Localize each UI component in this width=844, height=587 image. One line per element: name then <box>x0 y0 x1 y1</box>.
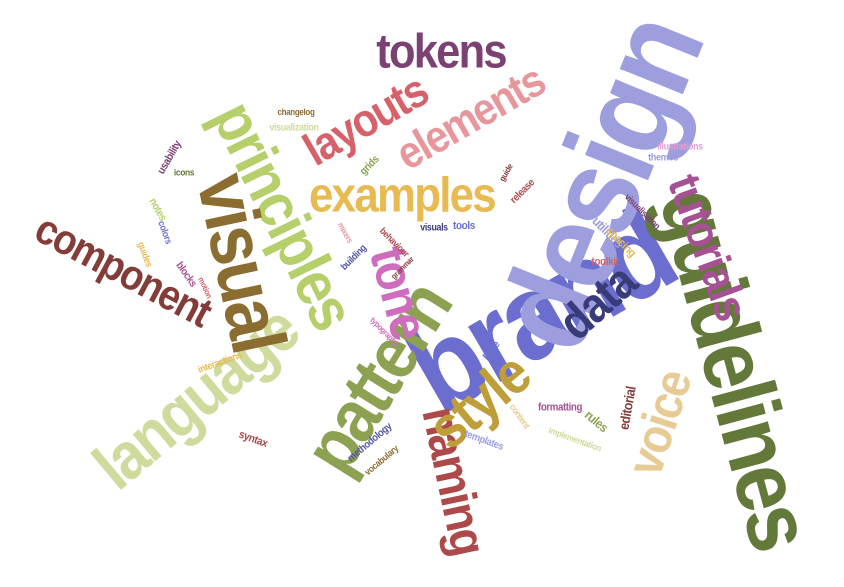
word-syntax: syntax <box>237 428 270 451</box>
word-rules: rules <box>581 407 611 436</box>
word-examples: examples <box>309 168 497 223</box>
word-formatting: formatting <box>537 401 582 414</box>
word-tools: tools <box>453 220 475 233</box>
word-changelog: changelog <box>277 107 315 118</box>
word-toolkit: toolkit <box>591 256 619 269</box>
word-colors: colors <box>155 218 175 246</box>
word-guide: guide <box>496 162 515 184</box>
word-visualization: visualization <box>269 120 319 133</box>
word-mixers: mixers <box>335 220 356 246</box>
word-themes: themes <box>648 151 678 163</box>
word-tokens: tokens <box>376 25 507 80</box>
word-guidelines: guidelines <box>639 177 832 559</box>
word-visuals: visuals <box>420 220 448 233</box>
word-icons: icons <box>173 166 195 178</box>
word-illustrations: illustrations <box>657 139 703 152</box>
